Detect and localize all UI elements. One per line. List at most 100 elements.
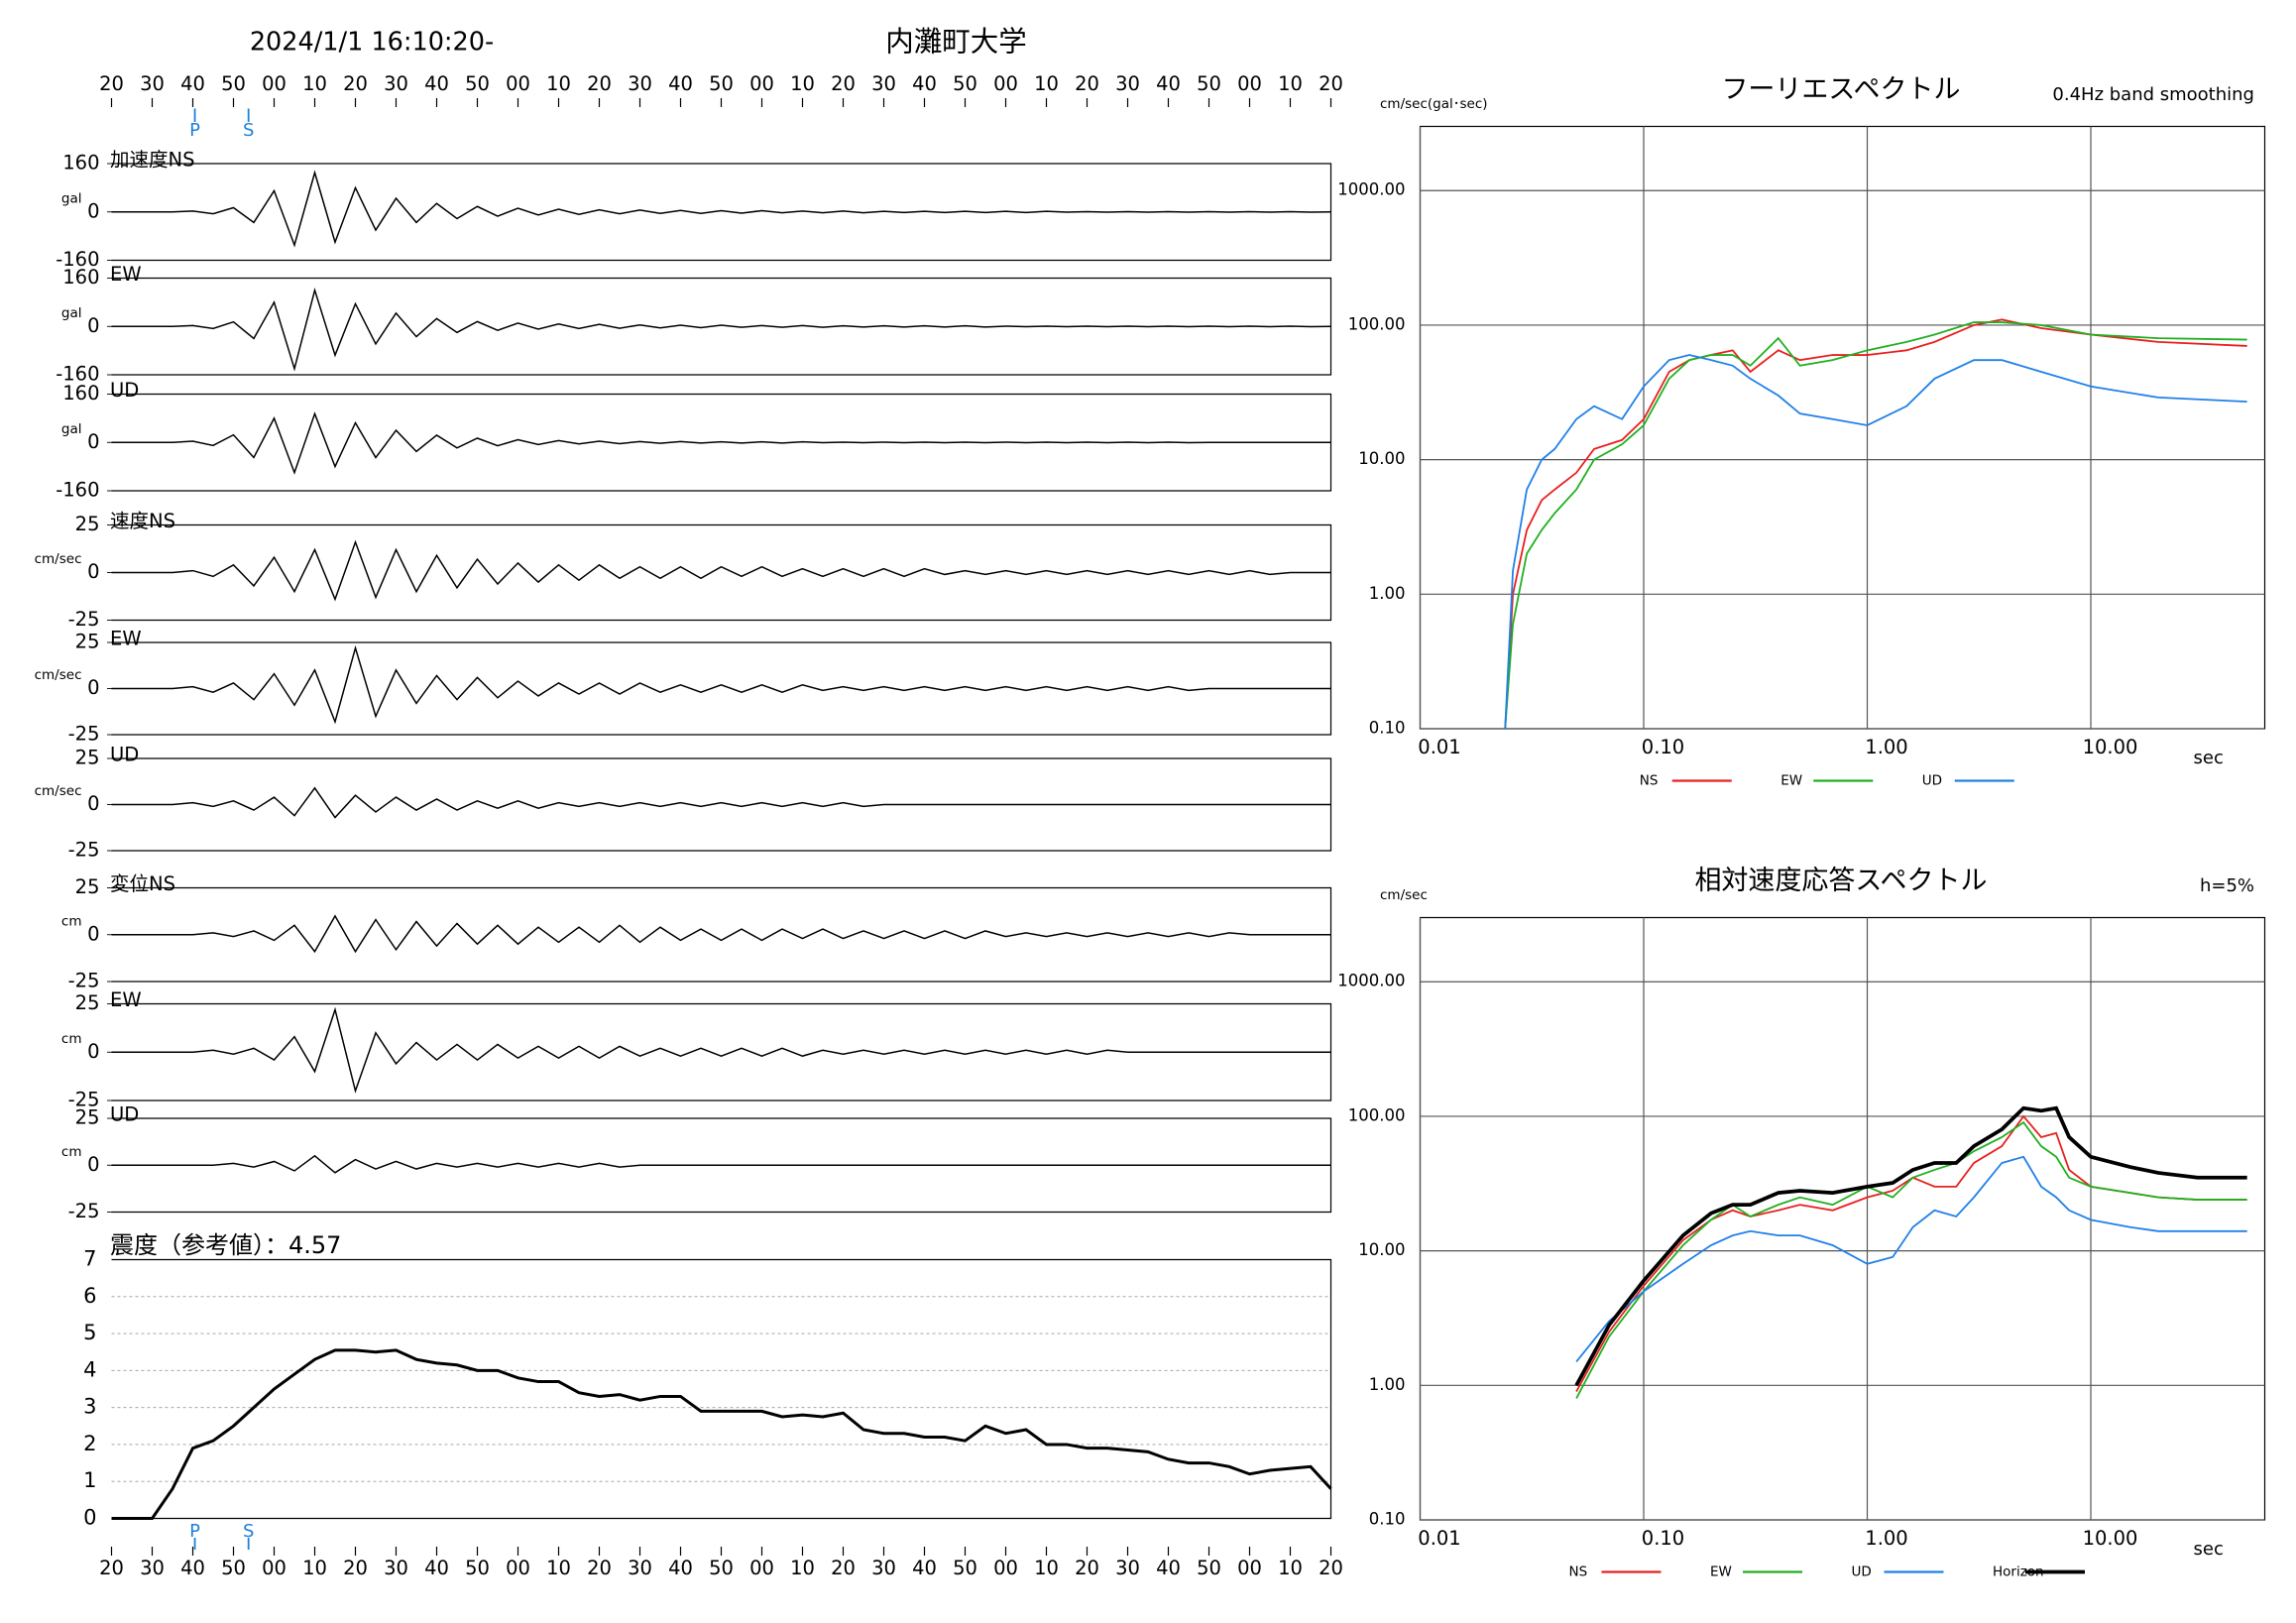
time-tick-label: 30	[628, 72, 652, 95]
phase-label: S	[243, 1521, 254, 1542]
time-tick-label: 20	[1075, 72, 1099, 95]
panel-label: EW	[110, 263, 142, 286]
time-tick-label: 20	[99, 1557, 124, 1579]
y-tick-label: 25	[75, 631, 100, 653]
time-tick-label: 50	[221, 72, 246, 95]
legend-label: EW	[1780, 773, 1802, 789]
spectrum-line	[1504, 354, 2247, 730]
time-tick-label: 10	[790, 72, 815, 95]
x-axis-label: sec	[2194, 1539, 2224, 1560]
unit-label: gal	[61, 305, 82, 321]
y-tick-label: 0	[87, 430, 99, 453]
time-tick-label: 40	[668, 1557, 693, 1579]
time-tick-label: 20	[343, 72, 368, 95]
y-tick-label: 0	[87, 560, 99, 583]
time-tick-label: 20	[1319, 1557, 1343, 1579]
y-tick-label: 10.00	[1358, 449, 1405, 468]
panel-frame	[111, 523, 1332, 622]
spectrum-line	[1574, 1105, 2247, 1387]
y-tick-label: 0	[87, 1153, 99, 1176]
y-tick-label: 0	[87, 792, 99, 815]
waveform	[111, 539, 1331, 602]
panel-frame	[111, 1258, 1332, 1520]
y-tick-label: -160	[56, 363, 99, 386]
y-tick-label: 25	[75, 991, 100, 1014]
x-tick-label: 0.10	[1642, 736, 1684, 758]
time-tick-label: 30	[384, 1557, 408, 1579]
x-tick-label: 1.00	[1865, 736, 1907, 758]
time-tick-label: 20	[831, 72, 856, 95]
time-tick-label: 00	[506, 72, 530, 95]
spectrum-line	[1575, 1120, 2247, 1399]
y-tick-label: 0.10	[1369, 1510, 1406, 1529]
station-name: 内灘町大学	[885, 26, 1027, 58]
y-tick-label: 0	[87, 676, 99, 699]
phase-label: P	[189, 1521, 200, 1542]
waveform	[111, 287, 1331, 372]
panel-label: 変位NS	[110, 872, 175, 895]
time-tick-label: 30	[871, 1557, 896, 1579]
y-tick-label: 0	[87, 922, 99, 945]
time-tick-label: 50	[465, 72, 490, 95]
chart-subtitle: h=5%	[2200, 875, 2254, 896]
time-tick-label: 30	[384, 72, 408, 95]
y-tick-label: 160	[62, 152, 99, 174]
time-tick-label: 50	[709, 72, 734, 95]
time-tick-label: 10	[790, 1557, 815, 1579]
legend-label: UD	[1922, 773, 1942, 789]
time-tick-label: 40	[424, 1557, 449, 1579]
unit-label: cm/sec	[35, 667, 82, 683]
time-tick-label: 00	[749, 72, 774, 95]
time-tick-label: 00	[993, 72, 1018, 95]
time-tick-label: 00	[1237, 1557, 1262, 1579]
y-tick-label: 1000.00	[1337, 180, 1405, 199]
y-tick-label: -25	[68, 839, 100, 862]
record-title: 2024/1/1 16:10:20-	[250, 28, 494, 58]
plot-frame	[1419, 916, 2266, 1521]
time-tick-label: 00	[262, 72, 287, 95]
y-tick-label: 1000.00	[1337, 972, 1405, 990]
time-tick-label: 40	[912, 72, 937, 95]
time-tick-label: 00	[993, 1557, 1018, 1579]
time-tick-label: 10	[546, 1557, 571, 1579]
y-tick-label: 0	[87, 314, 99, 337]
y-tick-label: 2	[83, 1432, 96, 1455]
y-tick-label: 25	[75, 875, 100, 898]
panel-frame	[111, 641, 1332, 736]
time-tick-label: 10	[1034, 72, 1059, 95]
waveform	[111, 914, 1331, 954]
chart-title: 相対速度応答スペクトル	[1694, 866, 1987, 896]
y-tick-label: 100.00	[1348, 1105, 1406, 1124]
time-tick-label: 40	[424, 72, 449, 95]
waveform	[111, 411, 1331, 475]
time-tick-label: 20	[587, 1557, 612, 1579]
legend-label: EW	[1710, 1565, 1732, 1580]
y-tick-label: 0	[83, 1506, 96, 1530]
panel-label: 速度NS	[110, 510, 175, 532]
y-tick-label: -25	[68, 1200, 100, 1222]
unit-label: cm/sec	[35, 551, 82, 567]
chart-subtitle: 0.4Hz band smoothing	[2052, 84, 2254, 105]
time-tick-label: 40	[912, 1557, 937, 1579]
legend-label: UD	[1852, 1565, 1872, 1580]
y-tick-label: -25	[68, 723, 100, 746]
y-tick-label: 0	[87, 1040, 99, 1063]
unit-label: cm	[61, 1144, 82, 1160]
time-tick-label: 20	[1075, 1557, 1099, 1579]
y-tick-label: 160	[62, 266, 99, 289]
chart-title: フーリエスペクトル	[1721, 74, 1960, 105]
y-tick-label: -160	[56, 248, 99, 271]
time-tick-label: 30	[140, 1557, 165, 1579]
panel-label: UD	[110, 379, 139, 402]
y-tick-label: 3	[83, 1395, 96, 1419]
time-tick-label: 10	[302, 1557, 327, 1579]
intensity-title: 震度（参考値）：4.57	[110, 1231, 341, 1259]
x-tick-label: 0.01	[1418, 1527, 1460, 1550]
time-tick-label: 40	[1156, 72, 1181, 95]
unit-label: cm	[61, 913, 82, 929]
time-tick-label: 00	[506, 1557, 530, 1579]
unit-label: gal	[61, 421, 82, 437]
time-tick-label: 50	[465, 1557, 490, 1579]
time-tick-label: 50	[953, 72, 977, 95]
waveform	[111, 1006, 1331, 1094]
